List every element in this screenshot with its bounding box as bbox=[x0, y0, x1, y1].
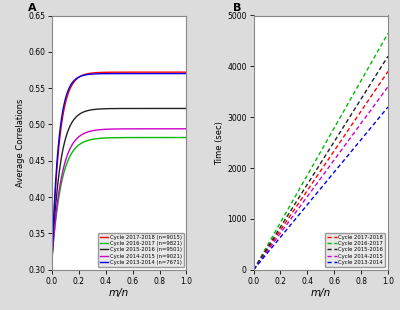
Y-axis label: Average Correlations: Average Correlations bbox=[16, 98, 25, 187]
Legend: Cycle 2017-2018, Cycle 2016-2017, Cycle 2015-2016, Cycle 2014-2015, Cycle 2013-2: Cycle 2017-2018, Cycle 2016-2017, Cycle … bbox=[325, 232, 385, 267]
Legend: Cycle 2017-2018 (n=9015), Cycle 2016-2017 (n=9821), Cycle 2015-2016 (n=9501), Cy: Cycle 2017-2018 (n=9015), Cycle 2016-201… bbox=[98, 232, 184, 267]
X-axis label: m/n: m/n bbox=[311, 288, 331, 299]
Text: A: A bbox=[28, 3, 36, 13]
Text: B: B bbox=[234, 3, 242, 13]
Y-axis label: Time (sec): Time (sec) bbox=[215, 121, 224, 165]
X-axis label: m/n: m/n bbox=[109, 288, 129, 299]
